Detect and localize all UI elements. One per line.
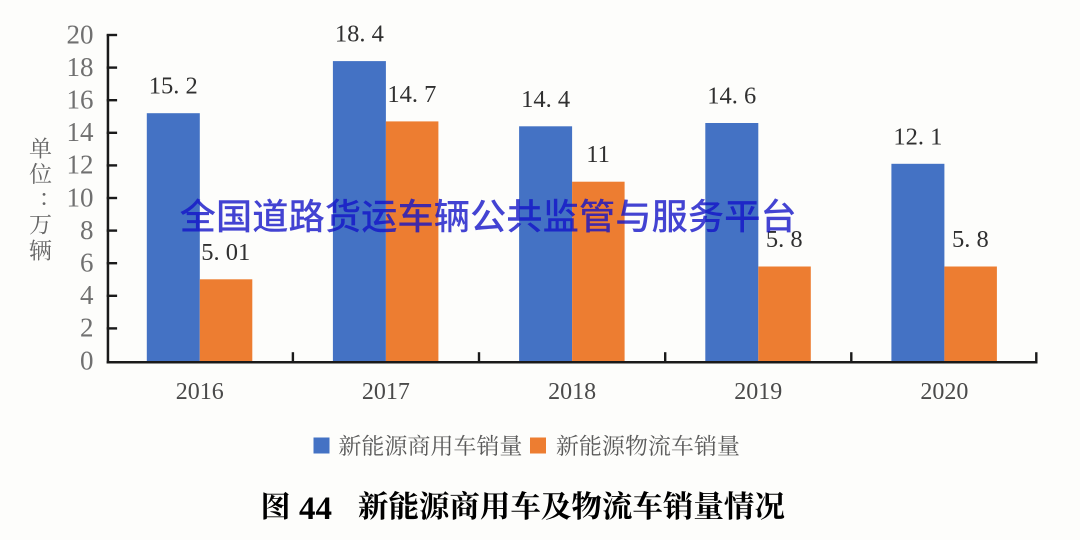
svg-text:12. 1: 12. 1	[893, 123, 942, 150]
svg-text:2016: 2016	[176, 379, 224, 405]
svg-text:14. 6: 14. 6	[707, 83, 756, 110]
svg-text:8: 8	[80, 215, 94, 245]
svg-text:20: 20	[67, 19, 94, 49]
svg-text:2018: 2018	[548, 379, 596, 405]
svg-text:14: 14	[67, 117, 95, 147]
svg-text:2019: 2019	[734, 379, 782, 405]
svg-text:44: 44	[299, 491, 332, 527]
svg-text:12: 12	[67, 150, 94, 180]
svg-text:18. 4: 18. 4	[335, 21, 384, 48]
svg-text:2017: 2017	[362, 379, 410, 405]
svg-text:4: 4	[80, 280, 94, 310]
svg-text:6: 6	[80, 248, 94, 278]
svg-text:15. 2: 15. 2	[149, 73, 198, 100]
svg-text:16: 16	[67, 85, 94, 115]
svg-text:11: 11	[586, 141, 610, 168]
svg-text:0: 0	[80, 345, 94, 375]
svg-text:10: 10	[67, 182, 94, 212]
svg-text:5. 8: 5. 8	[952, 226, 989, 253]
svg-text:14. 7: 14. 7	[387, 81, 436, 108]
svg-text:2: 2	[80, 313, 94, 343]
svg-text:2020: 2020	[920, 379, 968, 405]
svg-text:18: 18	[67, 52, 94, 82]
svg-text:5. 8: 5. 8	[766, 226, 803, 253]
svg-text:5. 01: 5. 01	[201, 239, 250, 266]
svg-text:14. 4: 14. 4	[521, 86, 570, 113]
